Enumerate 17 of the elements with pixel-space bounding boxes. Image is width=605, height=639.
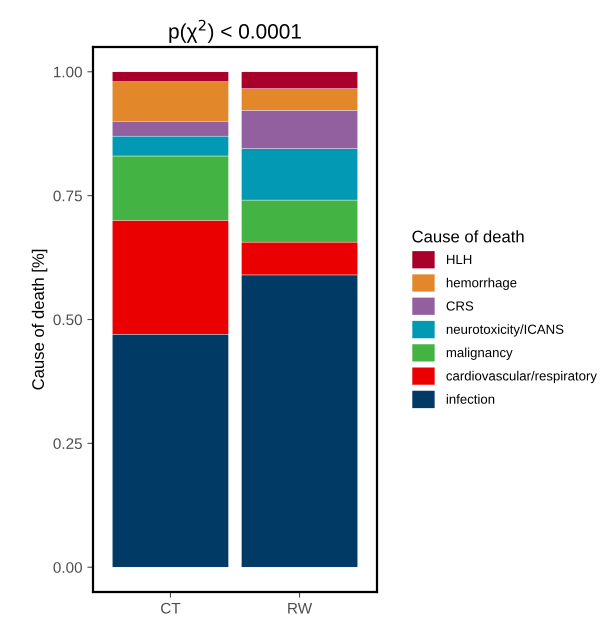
x-tick-label: CT [161, 602, 180, 614]
legend-label: cardiovascular/respiratory [446, 370, 597, 384]
y-tick-label: 0.50 [53, 314, 82, 326]
legend-label: neurotoxicity/ICANS [446, 324, 564, 337]
y-tick-label: 0.25 [53, 438, 82, 450]
y-axis-title: Cause of death [%] [32, 250, 48, 390]
y-tick-label: 0.00 [53, 562, 82, 573]
chart-title: p(χ$^{2}$) < 0.0001 [169, 20, 301, 43]
legend-title: Cause of death [412, 230, 524, 242]
legend-label: CRS [446, 301, 474, 311]
y-tick-label: 0.75 [53, 190, 82, 202]
legend-label: HLH [446, 254, 472, 264]
legend-label: malignancy [446, 348, 513, 360]
legend-label: hemorrhage [446, 278, 516, 290]
legend-label: infection [446, 394, 494, 404]
x-tick-label: RW [288, 602, 312, 614]
y-tick-label: 1.00 [54, 66, 82, 78]
